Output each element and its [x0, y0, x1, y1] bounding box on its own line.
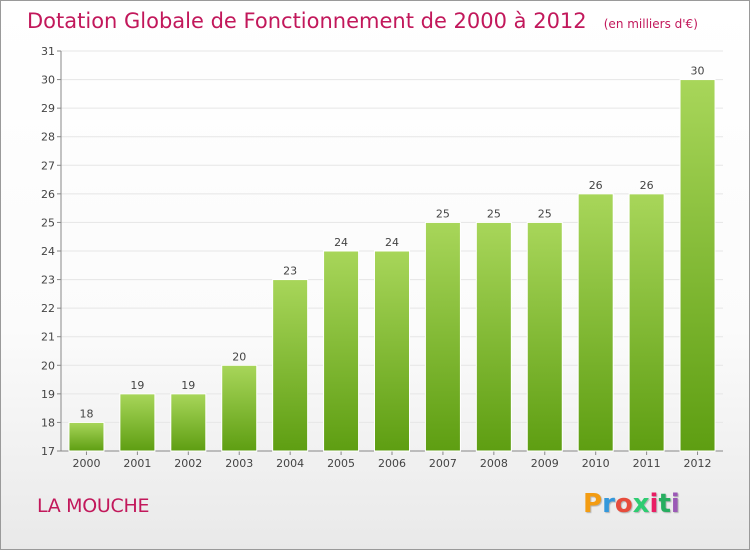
y-tick-label: 18: [41, 416, 55, 429]
bar-2011: [628, 193, 665, 452]
data-label: 26: [589, 179, 603, 192]
bars: [68, 79, 716, 452]
bar-2002: [170, 393, 207, 452]
y-tick-label: 25: [41, 216, 55, 229]
y-tick-label: 17: [41, 445, 55, 458]
data-labels: 18 19 19 20 23 24 24 25 25 25 26 26 30: [79, 65, 704, 421]
bar-2000: [68, 421, 105, 452]
y-tick-label: 19: [41, 388, 55, 401]
x-tick-label: 2011: [633, 457, 661, 470]
data-label: 30: [691, 65, 705, 78]
x-tick-labels: 2000 2001 2002 2003 2004 2005 2006 2007 2008 2009…: [72, 457, 711, 470]
x-tick-label: 2008: [480, 457, 508, 470]
x-tick-label: 2009: [531, 457, 559, 470]
chart-title: Dotation Globale de Fonctionnement de 20…: [27, 9, 587, 33]
x-tick-label: 2006: [378, 457, 406, 470]
commune-name: LA MOUCHE: [37, 495, 150, 517]
x-tick-label: 2012: [684, 457, 712, 470]
x-tick-label: 2002: [174, 457, 202, 470]
y-tick-label: 31: [41, 45, 55, 58]
data-label: 24: [385, 236, 399, 249]
y-tick-label: 26: [41, 188, 55, 201]
y-tick-label: 23: [41, 274, 55, 287]
bar-2003: [221, 364, 258, 452]
y-tick-label: 24: [41, 245, 55, 258]
bar-2005: [323, 250, 360, 452]
logo-letter: x: [632, 489, 650, 519]
y-tick-label: 20: [41, 359, 55, 372]
logo-letter: i: [670, 489, 680, 519]
y-tick-label: 28: [41, 131, 55, 144]
x-tick-label: 2000: [72, 457, 100, 470]
bar-2004: [272, 279, 309, 452]
y-tick-label: 27: [41, 159, 55, 172]
x-tick-label: 2004: [276, 457, 304, 470]
chart-unit: (en milliers d'€): [603, 17, 698, 31]
bar-2007: [424, 221, 461, 452]
logo-letter: t: [658, 489, 671, 519]
bar-2010: [577, 193, 614, 452]
bar-2009: [526, 221, 563, 452]
y-tick-labels: 17 18 19 20 21 22 23 24 25 26 27 28 29 30 31: [41, 45, 55, 458]
logo-letter: r: [602, 489, 615, 519]
y-tick-label: 21: [41, 331, 55, 344]
data-label: 25: [538, 207, 552, 220]
x-tick-label: 2003: [225, 457, 253, 470]
title-row: Dotation Globale de Fonctionnement de 20…: [27, 9, 698, 33]
data-label: 19: [130, 379, 144, 392]
logo-letter: i: [649, 489, 659, 519]
bar-2008: [475, 221, 512, 452]
y-tick-label: 30: [41, 74, 55, 87]
proxiti-logo[interactable]: Proxiti: [583, 489, 680, 519]
data-label: 24: [334, 236, 348, 249]
data-label: 18: [79, 407, 93, 420]
data-label: 20: [232, 350, 246, 363]
x-tick-label: 2010: [582, 457, 610, 470]
bar-2012: [679, 79, 716, 452]
logo-letter: P: [583, 489, 603, 519]
y-tick-label: 29: [41, 102, 55, 115]
logo-letter: o: [614, 489, 633, 519]
x-tick-label: 2007: [429, 457, 457, 470]
y-tick-label: 22: [41, 302, 55, 315]
data-label: 23: [283, 265, 297, 278]
data-label: 19: [181, 379, 195, 392]
bar-2001: [119, 393, 156, 452]
x-tick-label: 2005: [327, 457, 355, 470]
data-label: 25: [487, 207, 501, 220]
data-label: 26: [640, 179, 654, 192]
bar-2006: [374, 250, 410, 452]
data-label: 25: [436, 207, 450, 220]
x-tick-label: 2001: [123, 457, 151, 470]
